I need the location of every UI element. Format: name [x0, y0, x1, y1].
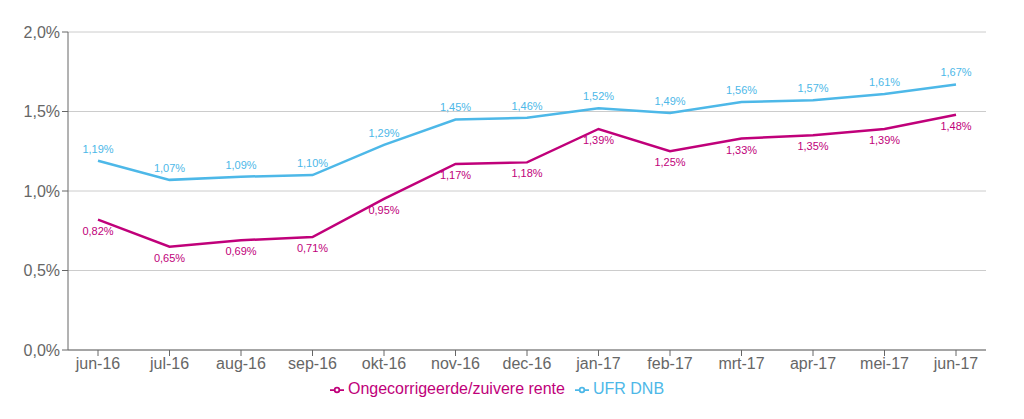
svg-text:1,39%: 1,39% [869, 134, 900, 146]
svg-text:sep-16: sep-16 [288, 355, 337, 372]
svg-text:0,5%: 0,5% [24, 262, 60, 279]
svg-text:jun-17: jun-17 [933, 355, 979, 372]
svg-text:1,39%: 1,39% [583, 134, 614, 146]
svg-text:1,35%: 1,35% [797, 140, 828, 152]
svg-text:0,71%: 0,71% [297, 242, 328, 254]
svg-text:1,29%: 1,29% [368, 127, 399, 139]
svg-text:apr-17: apr-17 [790, 355, 836, 372]
svg-text:0,95%: 0,95% [368, 204, 399, 216]
svg-text:1,07%: 1,07% [154, 162, 185, 174]
svg-text:1,17%: 1,17% [440, 169, 471, 181]
svg-text:mrt-17: mrt-17 [718, 355, 764, 372]
svg-text:1,52%: 1,52% [583, 90, 614, 102]
svg-text:2,0%: 2,0% [24, 24, 60, 41]
svg-text:0,82%: 0,82% [82, 225, 113, 237]
svg-text:1,33%: 1,33% [726, 144, 757, 156]
svg-text:1,10%: 1,10% [297, 157, 328, 169]
svg-text:1,18%: 1,18% [511, 167, 542, 179]
svg-text:1,46%: 1,46% [511, 100, 542, 112]
svg-text:1,57%: 1,57% [797, 82, 828, 94]
svg-text:0,65%: 0,65% [154, 252, 185, 264]
svg-text:1,61%: 1,61% [869, 76, 900, 88]
svg-text:nov-16: nov-16 [431, 355, 480, 372]
svg-text:1,48%: 1,48% [940, 120, 971, 132]
svg-text:0,0%: 0,0% [24, 342, 60, 359]
svg-text:1,0%: 1,0% [24, 183, 60, 200]
svg-text:1,19%: 1,19% [82, 143, 113, 155]
svg-text:jan-17: jan-17 [575, 355, 621, 372]
svg-text:1,09%: 1,09% [225, 159, 256, 171]
svg-text:dec-16: dec-16 [503, 355, 552, 372]
svg-text:1,49%: 1,49% [654, 95, 685, 107]
svg-text:okt-16: okt-16 [362, 355, 407, 372]
svg-text:1,45%: 1,45% [440, 101, 471, 113]
svg-text:jun-16: jun-16 [75, 355, 121, 372]
svg-text:1,5%: 1,5% [24, 103, 60, 120]
svg-text:1,25%: 1,25% [654, 156, 685, 168]
svg-text:0,69%: 0,69% [225, 245, 256, 257]
html-text:Ongecorrigeerde/zuivere rente: Ongecorrigeerde/zuivere rente [347, 380, 565, 397]
svg-text:mei-17: mei-17 [860, 355, 909, 372]
svg-text:1,67%: 1,67% [940, 66, 971, 78]
svg-text:1,56%: 1,56% [726, 84, 757, 96]
svg-text:feb-17: feb-17 [647, 355, 692, 372]
svg-text:jul-16: jul-16 [149, 355, 189, 372]
svg-text:aug-16: aug-16 [216, 355, 266, 372]
html-text:UFR DNB: UFR DNB [593, 380, 665, 397]
